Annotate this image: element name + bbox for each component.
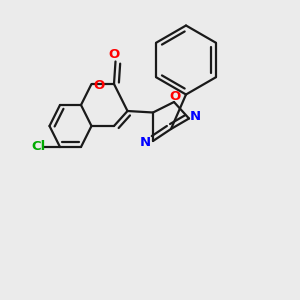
Text: N: N — [140, 136, 151, 149]
Text: Cl: Cl — [32, 140, 46, 154]
Text: N: N — [190, 110, 201, 124]
Text: O: O — [108, 48, 120, 62]
Text: O: O — [170, 90, 181, 103]
Text: O: O — [93, 79, 105, 92]
